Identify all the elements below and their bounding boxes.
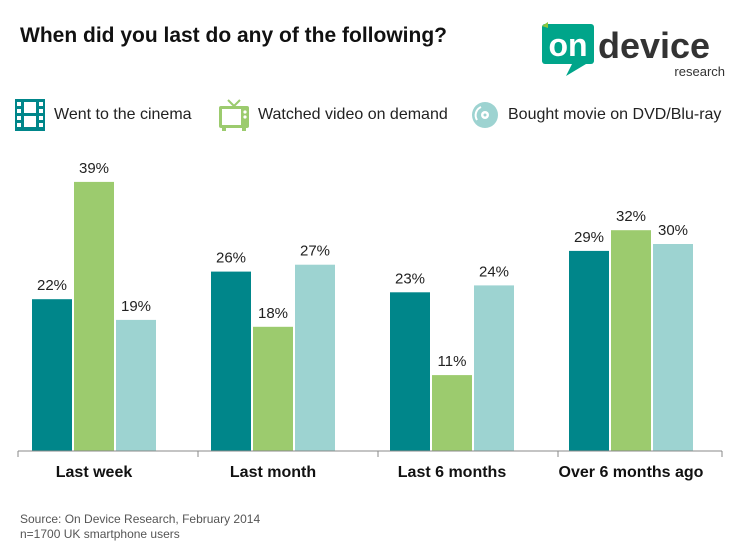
bar-1-1 [253, 326, 293, 451]
legend-label-dvd: Bought movie on DVD/Blu-ray [508, 106, 722, 123]
logo-text-research: research [674, 64, 725, 79]
bar-3-1 [611, 230, 651, 451]
bar-2-1 [432, 375, 472, 451]
data-label-1-2: 27% [300, 243, 330, 260]
chart-title: When did you last do any of the followin… [20, 24, 447, 47]
bar-0-0 [32, 299, 72, 451]
data-label-0-2: 19% [121, 298, 151, 315]
legend-item-dvd: Bought movie on DVD/Blu-ray [470, 98, 721, 132]
data-label-2-0: 23% [395, 270, 425, 287]
bar-1-2 [295, 264, 335, 451]
data-label-3-0: 29% [574, 229, 604, 246]
logo-text-device: device [598, 25, 710, 66]
bar-2-2 [474, 285, 514, 451]
sample-text: n=1700 UK smartphone users [20, 527, 180, 541]
data-label-2-1: 11% [438, 353, 467, 370]
bar-0-2 [116, 319, 156, 451]
bar-0-1 [74, 181, 114, 451]
tv-icon [219, 99, 249, 131]
film-strip-icon [15, 99, 45, 131]
logo-text-on: on [548, 27, 587, 63]
legend-label-vod: Watched video on demand [258, 106, 448, 123]
bar-2-0 [390, 292, 430, 451]
category-label-1: Last month [230, 464, 316, 481]
data-label-1-1: 18% [258, 305, 288, 322]
disc-icon [472, 102, 498, 128]
data-label-2-2: 24% [479, 263, 509, 280]
bar-3-0 [569, 250, 609, 451]
category-label-0: Last week [56, 464, 133, 481]
data-label-1-0: 26% [216, 250, 246, 267]
data-label-3-2: 30% [658, 222, 688, 239]
legend-item-cinema: Went to the cinema [14, 98, 192, 132]
data-label-0-1: 39% [79, 160, 109, 177]
category-label-2: Last 6 months [398, 464, 507, 481]
category-label-3: Over 6 months ago [559, 464, 704, 481]
bar-1-0 [211, 271, 251, 451]
source-text: Source: On Device Research, February 201… [20, 512, 261, 526]
chart-legend: Went to the cinema Watched video on dema… [0, 98, 732, 134]
data-label-0-0: 22% [37, 277, 67, 294]
data-label-3-1: 32% [616, 208, 646, 225]
on-device-research-logo: on device research [542, 22, 725, 79]
legend-label-cinema: Went to the cinema [54, 106, 192, 123]
legend-item-vod: Watched video on demand [218, 98, 448, 132]
bar-3-2 [653, 244, 693, 451]
source-note: Source: On Device Research, February 201… [20, 512, 260, 542]
